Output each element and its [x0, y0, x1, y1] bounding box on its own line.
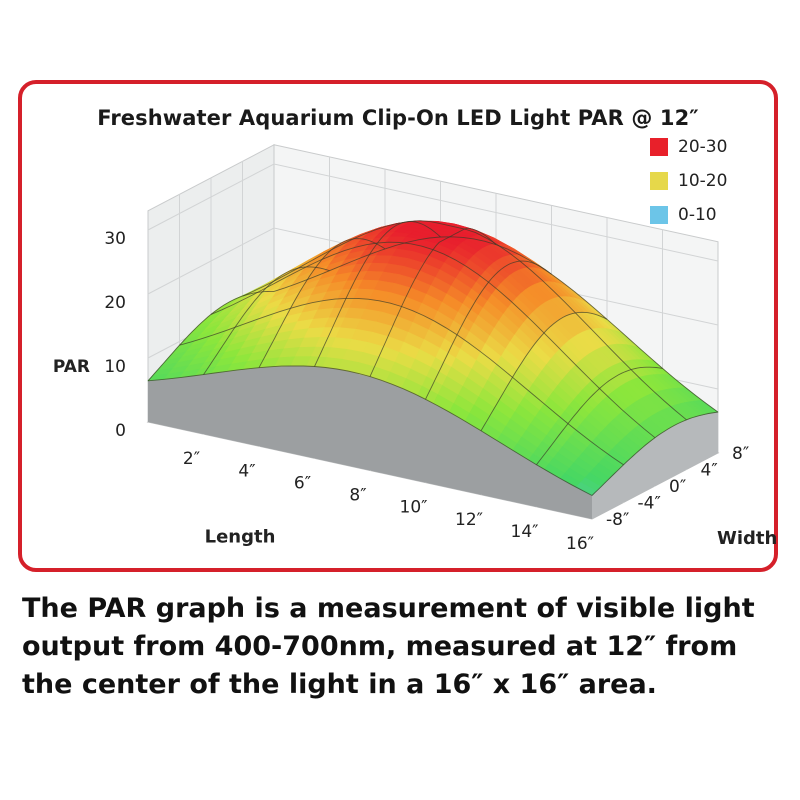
- y-tick-label: 4″: [701, 461, 718, 481]
- z-tick-label: 10: [104, 357, 126, 377]
- legend-swatch-high: [650, 138, 668, 156]
- level-grid-line: [147, 163, 719, 262]
- y-tick-label: 8″: [732, 444, 749, 464]
- y-axis-label: Width: [717, 528, 777, 549]
- y-tick-label: 0″: [669, 477, 686, 497]
- x-axis-label: Length: [205, 527, 276, 548]
- surface-skirt: [148, 365, 718, 519]
- right-skirt: [592, 412, 718, 519]
- legend-swatch-mid: [650, 172, 668, 190]
- legend-item-low: 0-10: [650, 198, 727, 232]
- x-tick-label: 10″: [400, 498, 428, 518]
- legend-swatch-low: [650, 206, 668, 224]
- mesh-line-width: [273, 236, 719, 413]
- x-tick-label: 6″: [294, 473, 311, 493]
- legend-label-low: 0-10: [678, 205, 717, 225]
- x-tick-label: 4″: [238, 461, 255, 481]
- surface-mesh: [147, 220, 719, 496]
- front-skirt: [148, 365, 592, 519]
- chart-title: Freshwater Aquarium Clip-On LED Light PA…: [97, 106, 699, 130]
- mesh-line-width: [242, 220, 687, 421]
- z-tick-label: 30: [104, 229, 126, 249]
- x-tick-label: 14″: [511, 522, 539, 542]
- mesh-line-width: [147, 365, 593, 496]
- legend-item-mid: 10-20: [650, 164, 727, 198]
- x-tick-label: 8″: [349, 486, 366, 506]
- caption: The PAR graph is a measurement of visibl…: [22, 593, 755, 700]
- x-tick-label: 12″: [455, 510, 483, 530]
- z-tick-label: 20: [104, 293, 126, 313]
- z-axis-label: PAR: [53, 357, 90, 377]
- legend-label-mid: 10-20: [678, 171, 728, 191]
- legend-item-high: 20-30: [650, 130, 727, 164]
- mesh-line-width: [210, 241, 656, 439]
- x-tick-label: 16″: [566, 534, 594, 554]
- z-tick-label: 0: [115, 421, 126, 441]
- x-tick-label: 2″: [183, 449, 200, 469]
- y-tick-label: -8″: [606, 510, 629, 530]
- legend-label-high: 20-30: [678, 137, 728, 157]
- axis-labels: 0 10 20 30 PAR 2″ 4″ 6″ 8″ 10″ 12″ 14″ 16″ Length -8″-…: [53, 229, 777, 554]
- legend: 20-30 10-20 0-10: [650, 130, 727, 232]
- y-tick-label: -4″: [638, 494, 661, 514]
- mesh-line-width: [179, 297, 624, 466]
